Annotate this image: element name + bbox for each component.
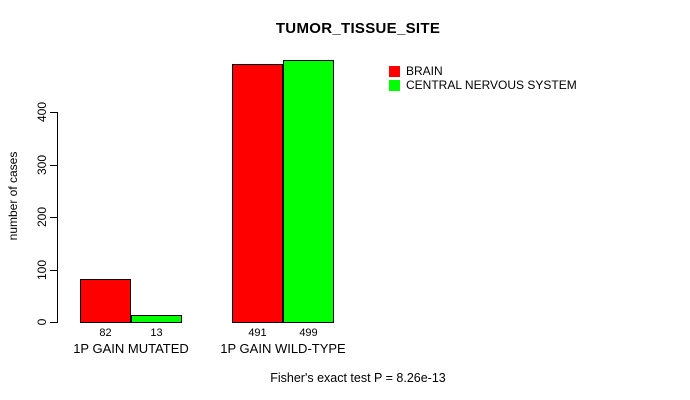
x-category-label: 1P GAIN WILD-TYPE [220,341,346,356]
legend-label: BRAIN [406,64,443,78]
y-tick-label: 400 [35,101,49,123]
y-tick [50,112,57,113]
y-tick [50,269,57,271]
chart-title: TUMOR_TISSUE_SITE [275,20,441,37]
bar-central-nervous-system [283,60,334,323]
y-tick [50,217,57,218]
legend-label: CENTRAL NERVOUS SYSTEM [406,78,577,92]
y-tick-label: 300 [35,154,49,175]
y-tick [50,322,57,323]
y-tick [50,164,57,166]
y-tick-label: 0 [35,318,49,326]
bar-value-label: 491 [248,327,267,339]
bar-value-label: 82 [99,327,112,339]
y-tick-label: 200 [35,206,49,228]
bar-brain [232,64,283,323]
y-tick-label: 100 [35,259,49,280]
legend-swatch-icon [389,79,400,91]
bar-value-label: 499 [299,327,318,339]
legend-swatch-icon [389,65,400,77]
y-axis-line [57,112,58,323]
footnote-text: Fisher's exact test P = 8.26e-13 [270,371,446,385]
legend: BRAIN CENTRAL NERVOUS SYSTEM [389,64,577,92]
x-category-label: 1P GAIN MUTATED [73,341,189,356]
legend-row: BRAIN [389,64,577,78]
bar-brain [80,279,131,323]
y-axis-title: number of cases [6,151,20,241]
bar-value-label: 13 [150,327,163,339]
legend-row: CENTRAL NERVOUS SYSTEM [389,78,577,92]
bar-central-nervous-system [131,315,182,323]
